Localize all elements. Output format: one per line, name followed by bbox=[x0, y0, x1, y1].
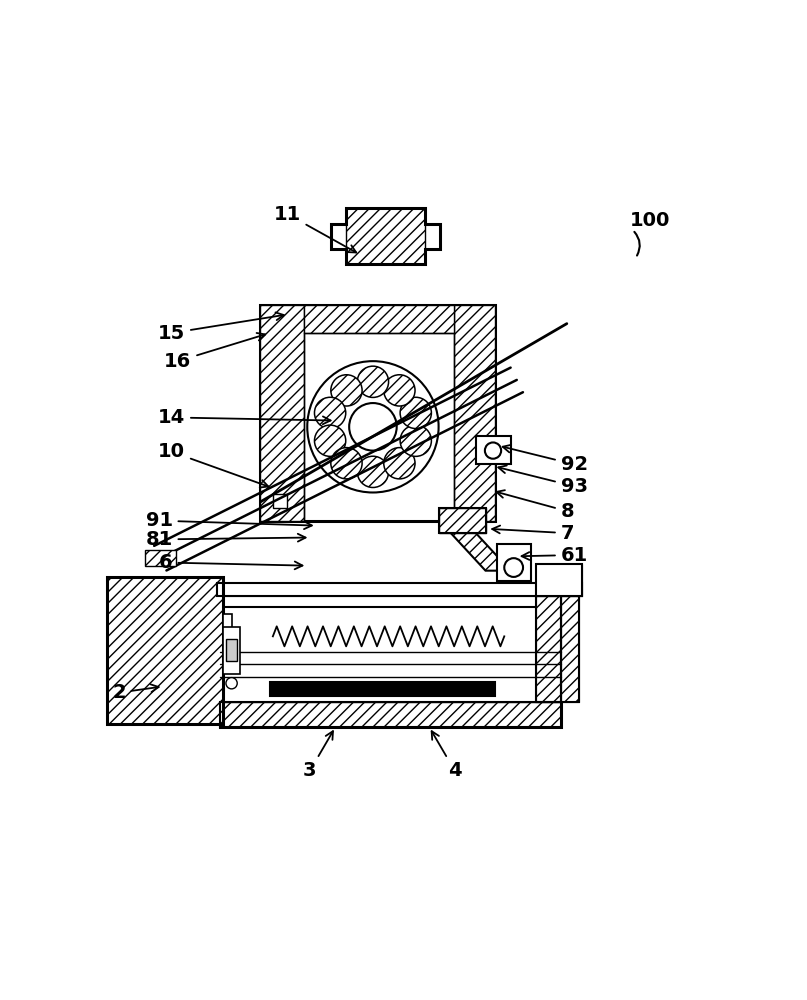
Text: 92: 92 bbox=[503, 445, 587, 474]
Text: 91: 91 bbox=[146, 511, 312, 530]
Text: 61: 61 bbox=[521, 546, 587, 565]
Bar bbox=[144, 550, 176, 566]
Text: 10: 10 bbox=[158, 442, 269, 488]
Text: 4: 4 bbox=[432, 731, 462, 780]
Bar bbox=[304, 305, 454, 333]
Text: 100: 100 bbox=[629, 211, 670, 230]
Text: 14: 14 bbox=[158, 408, 331, 427]
Bar bbox=[261, 305, 495, 521]
FancyArrowPatch shape bbox=[634, 232, 640, 256]
Circle shape bbox=[384, 375, 415, 406]
Bar bbox=[561, 596, 579, 702]
Text: 93: 93 bbox=[498, 465, 587, 496]
Bar bbox=[476, 436, 511, 464]
Bar bbox=[107, 577, 223, 724]
Bar bbox=[223, 627, 240, 674]
Bar bbox=[220, 702, 561, 727]
Bar bbox=[220, 596, 561, 727]
Bar bbox=[223, 614, 232, 643]
Circle shape bbox=[358, 366, 389, 397]
Circle shape bbox=[349, 403, 397, 451]
Bar bbox=[346, 208, 424, 264]
Text: 6: 6 bbox=[159, 553, 303, 572]
Bar bbox=[454, 305, 495, 521]
Bar bbox=[536, 596, 561, 702]
Circle shape bbox=[400, 397, 432, 429]
Bar bbox=[270, 682, 495, 696]
Circle shape bbox=[504, 558, 523, 577]
Text: 8: 8 bbox=[496, 490, 575, 521]
Bar bbox=[216, 583, 583, 596]
Bar bbox=[561, 596, 579, 702]
Bar bbox=[497, 544, 531, 581]
Bar bbox=[439, 508, 486, 533]
Circle shape bbox=[307, 361, 439, 492]
Circle shape bbox=[331, 375, 362, 406]
Circle shape bbox=[315, 397, 345, 429]
Circle shape bbox=[485, 442, 501, 459]
Text: 81: 81 bbox=[145, 530, 306, 549]
Circle shape bbox=[226, 678, 237, 689]
Text: 3: 3 bbox=[303, 731, 333, 780]
Text: 16: 16 bbox=[165, 333, 266, 371]
Circle shape bbox=[384, 448, 415, 479]
Polygon shape bbox=[448, 530, 511, 571]
Circle shape bbox=[331, 448, 362, 479]
Circle shape bbox=[400, 425, 432, 456]
Bar bbox=[220, 596, 561, 607]
Text: 7: 7 bbox=[492, 524, 574, 543]
Circle shape bbox=[358, 456, 389, 487]
Bar bbox=[536, 564, 583, 596]
Bar bbox=[220, 702, 561, 727]
Bar bbox=[536, 564, 583, 596]
Text: 2: 2 bbox=[112, 683, 159, 702]
Bar bbox=[261, 305, 304, 521]
Bar bbox=[439, 508, 486, 533]
Text: 11: 11 bbox=[274, 205, 356, 252]
Bar bbox=[273, 494, 286, 508]
Bar bbox=[536, 596, 561, 702]
Bar bbox=[107, 577, 223, 724]
Circle shape bbox=[315, 425, 345, 456]
Text: 15: 15 bbox=[158, 312, 284, 343]
Bar bbox=[226, 639, 237, 661]
